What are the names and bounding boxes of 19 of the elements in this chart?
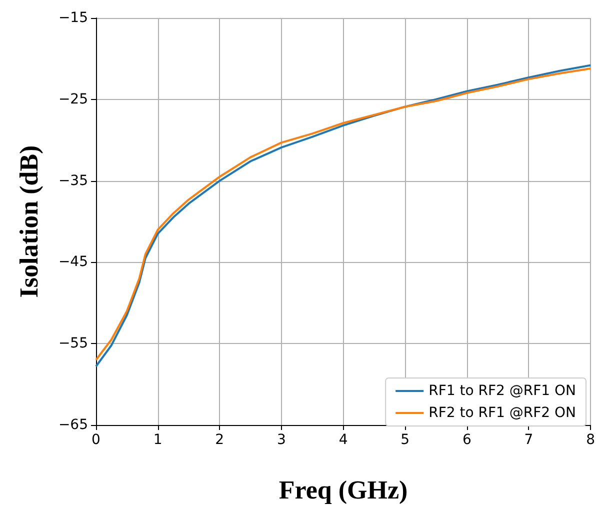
legend-label: RF2 to RF1 @RF2 ON [428, 405, 576, 421]
legend-label: RF1 to RF2 @RF1 ON [428, 383, 576, 399]
x-tick-label: 3 [276, 432, 286, 448]
x-tick-label: 2 [215, 432, 224, 448]
y-axis-title: Isolation (dB) [14, 145, 44, 298]
x-tick-label: 1 [153, 432, 162, 448]
y-tick-label: −65 [58, 417, 88, 433]
y-tick-label: −35 [58, 172, 88, 189]
x-tick-label: 5 [400, 432, 410, 448]
x-tick-label: 7 [524, 432, 534, 448]
x-tick-label: 0 [92, 432, 100, 448]
y-tick-label: −55 [58, 336, 88, 352]
x-tick-label: 4 [338, 432, 348, 448]
y-tick-label: −15 [58, 10, 88, 26]
y-tick-label: −45 [58, 254, 88, 270]
x-tick-label: 6 [462, 432, 472, 448]
x-axis-title: Freq (GHz) [278, 476, 408, 504]
y-tick-label: −25 [58, 91, 88, 108]
x-tick-label: 8 [586, 432, 596, 448]
